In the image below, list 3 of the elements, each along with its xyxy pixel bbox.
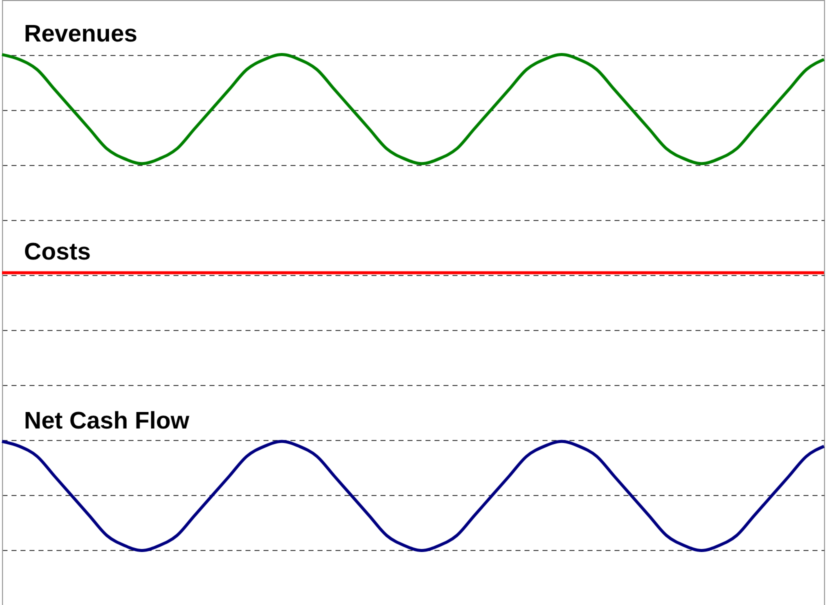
series-label: Net Cash Flow	[24, 407, 190, 434]
series-label: Costs	[24, 238, 91, 266]
series-label: Revenues	[24, 20, 138, 48]
